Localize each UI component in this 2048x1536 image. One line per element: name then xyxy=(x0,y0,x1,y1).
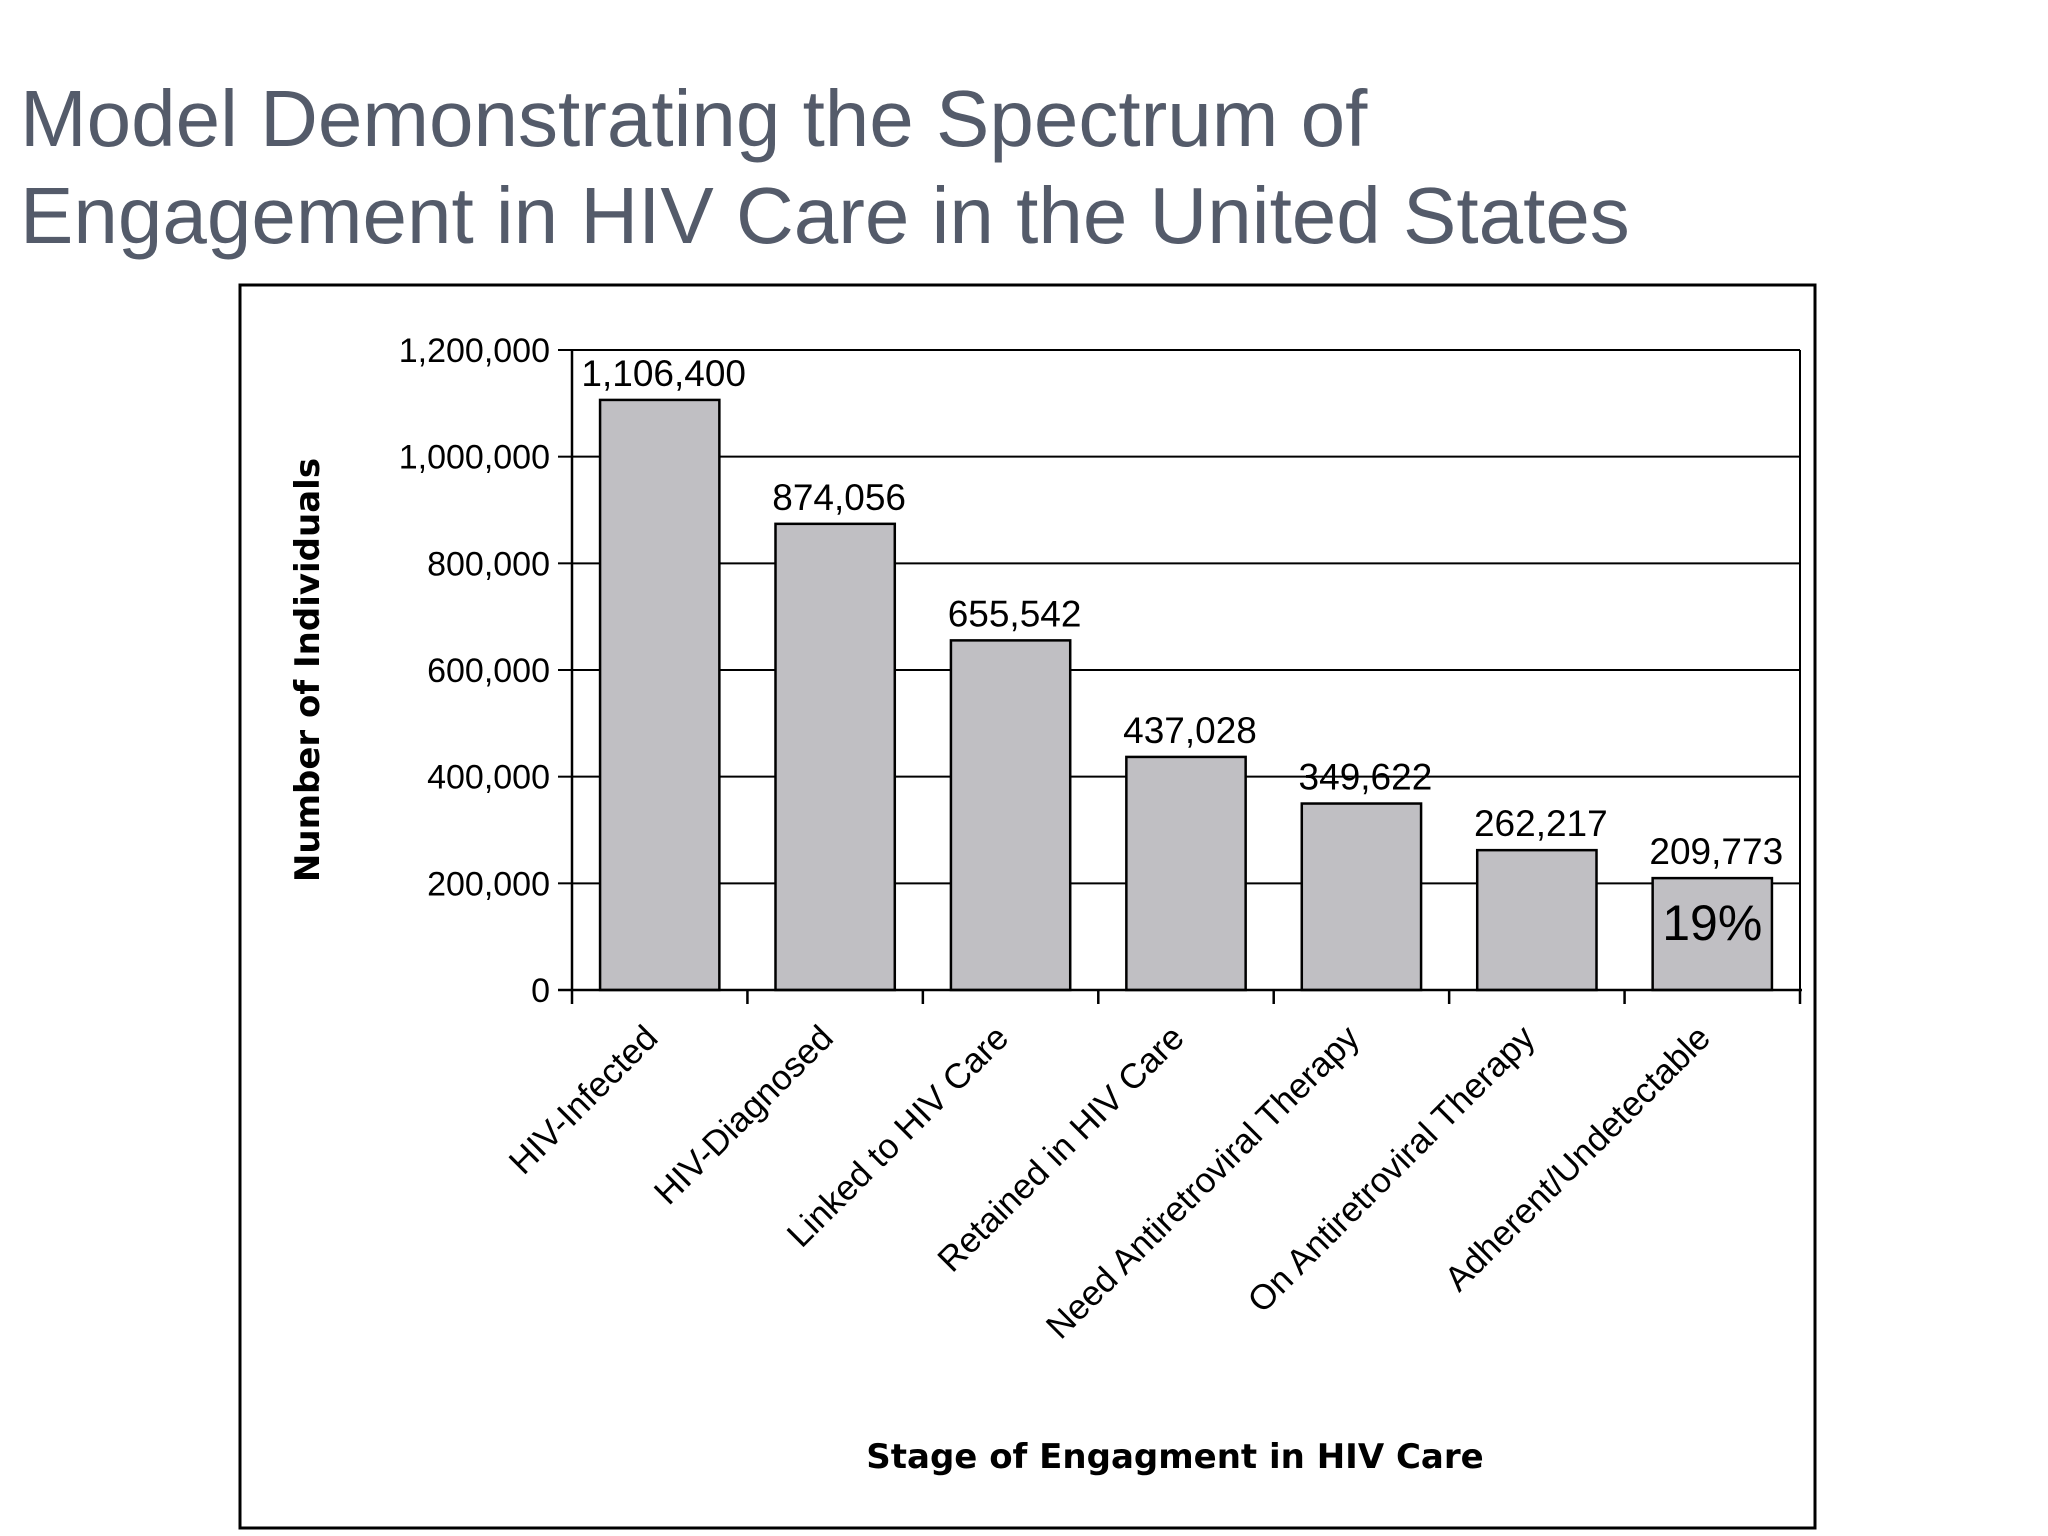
bar xyxy=(1651,876,1774,992)
data-label: 262,217 xyxy=(1474,803,1608,844)
axes xyxy=(558,349,1802,1004)
y-tick-label: 1,000,000 xyxy=(399,439,550,477)
bar xyxy=(774,522,897,992)
slide-title-line-1: Model Demonstrating the Spectrum of xyxy=(20,74,1368,163)
bar xyxy=(1475,848,1598,992)
y-tick-label: 400,000 xyxy=(427,759,550,797)
data-label: 209,773 xyxy=(1649,831,1783,872)
slide-title-line-2: Engagement in HIV Care in the United Sta… xyxy=(20,171,1630,260)
x-axis-title: Stage of Engagment in HIV Care xyxy=(866,1437,1483,1477)
y-tick-label: 200,000 xyxy=(427,865,550,903)
bar xyxy=(598,398,721,992)
y-tick-label: 600,000 xyxy=(427,652,550,690)
bars xyxy=(598,398,1774,992)
bar xyxy=(1300,802,1423,992)
y-tick-label: 1,200,000 xyxy=(399,332,550,370)
y-axis-title: Number of Individuals xyxy=(288,458,328,882)
y-tick-label: 0 xyxy=(531,972,550,1010)
percent-annotation: 19% xyxy=(1662,895,1762,951)
data-label: 1,106,400 xyxy=(581,353,746,394)
data-label: 874,056 xyxy=(772,477,906,518)
bar xyxy=(949,639,1072,992)
slide-title: Model Demonstrating the Spectrum of Enga… xyxy=(20,70,1920,264)
y-tick-label: 800,000 xyxy=(427,545,550,583)
data-label: 437,028 xyxy=(1123,710,1257,751)
data-label: 349,622 xyxy=(1299,757,1433,798)
bar xyxy=(1125,755,1247,992)
data-label: 655,542 xyxy=(948,593,1082,634)
